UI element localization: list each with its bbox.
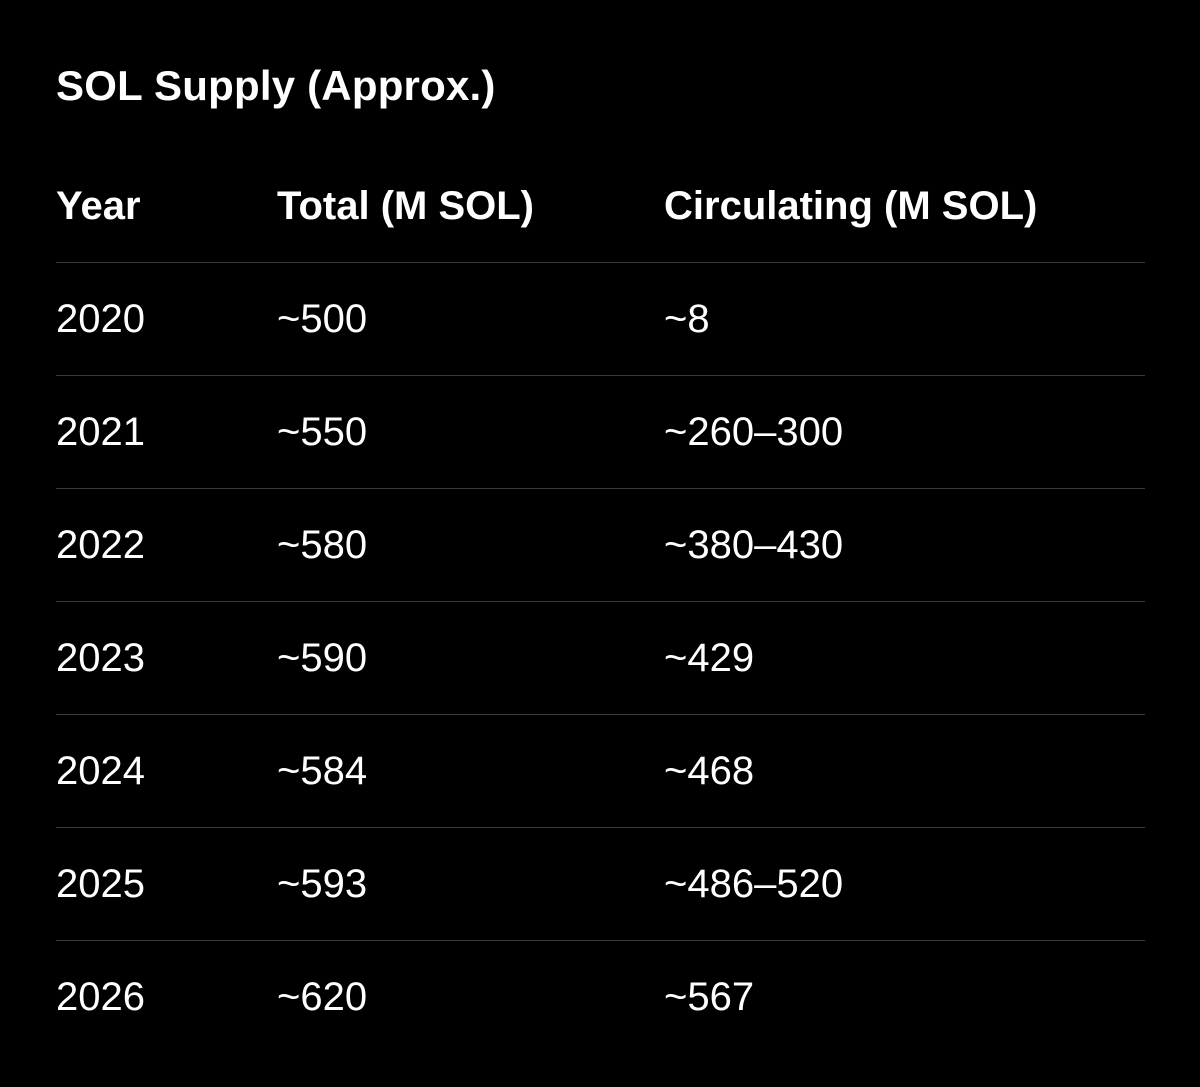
column-header-circulating: Circulating (M SOL) xyxy=(664,183,1038,228)
cell-total: ~620 xyxy=(277,974,368,1019)
cell-total: ~550 xyxy=(277,409,368,454)
cell-total: ~584 xyxy=(277,748,368,793)
table-row: 2022 ~580 ~380–430 xyxy=(56,488,1145,601)
table-header-row: Year Total (M SOL) Circulating (M SOL) xyxy=(56,150,1145,262)
cell-circulating: ~260–300 xyxy=(664,409,844,454)
cell-total: ~500 xyxy=(277,296,368,341)
supply-table: Year Total (M SOL) Circulating (M SOL) 2… xyxy=(56,150,1145,1053)
table-row: 2023 ~590 ~429 xyxy=(56,601,1145,714)
cell-circulating: ~486–520 xyxy=(664,861,844,906)
page-title: SOL Supply (Approx.) xyxy=(56,62,496,109)
column-header-year: Year xyxy=(56,183,141,228)
cell-circulating: ~380–430 xyxy=(664,522,844,567)
column-header-total: Total (M SOL) xyxy=(277,183,534,228)
table-row: 2024 ~584 ~468 xyxy=(56,714,1145,827)
cell-year: 2024 xyxy=(56,748,145,793)
cell-circulating: ~468 xyxy=(664,748,755,793)
cell-circulating: ~429 xyxy=(664,635,755,680)
table-row: 2025 ~593 ~486–520 xyxy=(56,827,1145,940)
cell-total: ~580 xyxy=(277,522,368,567)
cell-circulating: ~567 xyxy=(664,974,755,1019)
cell-year: 2020 xyxy=(56,296,145,341)
cell-year: 2023 xyxy=(56,635,145,680)
cell-year: 2026 xyxy=(56,974,145,1019)
cell-total: ~593 xyxy=(277,861,368,906)
cell-year: 2021 xyxy=(56,409,145,454)
cell-total: ~590 xyxy=(277,635,368,680)
cell-circulating: ~8 xyxy=(664,296,710,341)
table-row: 2026 ~620 ~567 xyxy=(56,940,1145,1053)
cell-year: 2022 xyxy=(56,522,145,567)
cell-year: 2025 xyxy=(56,861,145,906)
table-row: 2021 ~550 ~260–300 xyxy=(56,375,1145,488)
table-row: 2020 ~500 ~8 xyxy=(56,262,1145,375)
